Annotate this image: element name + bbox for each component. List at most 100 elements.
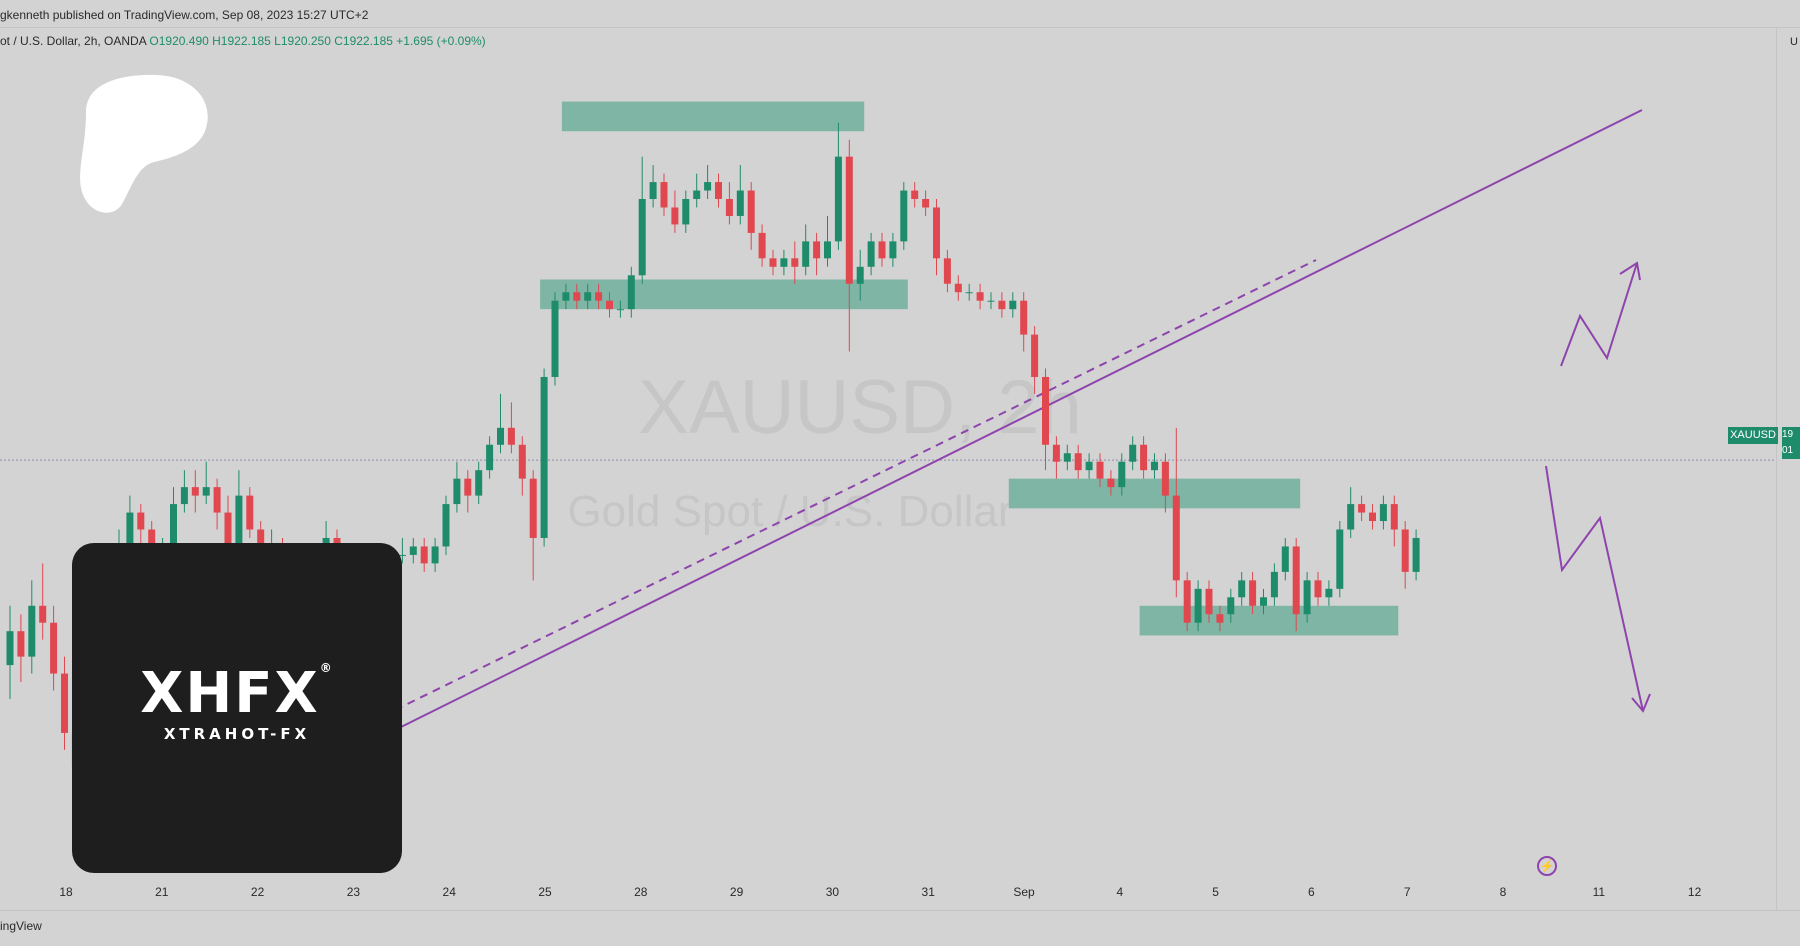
- price-tag-value: 19 01: [1782, 427, 1800, 459]
- x-tick-label-0: 18: [59, 885, 73, 899]
- candle-body-22: [246, 495, 254, 530]
- brand-subtitle: XTRAHOT-FX: [163, 725, 311, 743]
- candle-body-122: [1336, 529, 1344, 589]
- candle-body-100: [1096, 461, 1104, 479]
- symbol-legend: ot / U.S. Dollar, 2h, OANDA O1920.490 H1…: [0, 34, 486, 48]
- candle-body-93: [1020, 300, 1028, 335]
- candle-body-43: [475, 470, 483, 496]
- candle-body-48: [529, 478, 537, 538]
- candle-body-57: [627, 275, 635, 310]
- candle-body-87: [954, 283, 962, 293]
- trademark-sign: ®: [319, 661, 334, 675]
- candle-body-92: [1009, 300, 1017, 310]
- trendline: [394, 109, 1643, 731]
- candle-body-116: [1270, 571, 1278, 598]
- candle-body-79: [867, 241, 875, 267]
- x-tick-label-1: 21: [155, 885, 169, 899]
- x-tick-label-2: 22: [251, 885, 265, 899]
- candle-body-110: [1205, 588, 1213, 615]
- candle-body-55: [606, 300, 613, 310]
- candle-body-21: [235, 495, 243, 547]
- zone-4: [1139, 605, 1399, 636]
- candle-body-61: [671, 207, 679, 225]
- candle-body-39: [431, 546, 439, 564]
- candle-body-71: [780, 258, 788, 267]
- candle-body-68: [747, 190, 755, 233]
- candle-body-114: [1249, 580, 1257, 606]
- candle-body-106: [1161, 461, 1169, 496]
- candle-body-88: [965, 292, 973, 294]
- candle-body-70: [769, 258, 777, 267]
- x-tick-label-12: 5: [1212, 885, 1219, 899]
- candle-body-102: [1118, 461, 1126, 488]
- candle-body-105: [1151, 461, 1158, 471]
- price-tag-value-line1: 19: [1782, 429, 1794, 440]
- candle-body-54: [595, 292, 603, 301]
- candle-body-104: [1140, 444, 1148, 471]
- candle-body-64: [704, 182, 712, 191]
- watermark-subtitle: Gold Spot / U.S. Dollar: [567, 487, 1012, 536]
- candle-body-37: [409, 546, 417, 555]
- candle-body-20: [224, 512, 232, 547]
- candle-body-38: [420, 546, 428, 564]
- candle-body-103: [1129, 444, 1137, 462]
- candle-body-115: [1260, 597, 1267, 606]
- watermark-title: XAUUSD, 2h: [638, 365, 1082, 450]
- candle-body-58: [638, 199, 646, 276]
- candle-body-119: [1303, 580, 1311, 615]
- trendline-dashed: [394, 259, 1317, 711]
- published-info: gkenneth published on TradingView.com, S…: [0, 8, 369, 22]
- candle-body-47: [518, 444, 526, 479]
- candle-body-95: [1042, 376, 1049, 445]
- candle-body-109: [1194, 588, 1202, 623]
- candle-body-59: [649, 182, 657, 200]
- candle-body-112: [1227, 597, 1235, 615]
- candle-body-101: [1107, 478, 1115, 488]
- candle-body-128: [1401, 529, 1409, 572]
- currency-button[interactable]: U: [1790, 36, 1798, 48]
- candle-body-89: [976, 292, 984, 301]
- tradingview-footer: ingView: [0, 919, 42, 933]
- candle-body-60: [660, 182, 668, 208]
- x-tick-label-11: 4: [1116, 885, 1123, 899]
- candle-body-17: [191, 487, 199, 496]
- x-tick-label-7: 29: [730, 885, 744, 899]
- candle-body-78: [856, 266, 864, 284]
- x-tick-label-14: 7: [1404, 885, 1411, 899]
- symbol-name: ot / U.S. Dollar, 2h, OANDA: [0, 34, 147, 48]
- brand-title-text: XHFX: [140, 661, 320, 726]
- candle-body-81: [889, 241, 897, 259]
- candle-body-129: [1412, 537, 1420, 572]
- candle-body-121: [1325, 588, 1333, 598]
- bullish-projection-path: [1560, 262, 1638, 367]
- candle-body-44: [486, 444, 494, 471]
- candle-body-77: [845, 156, 853, 284]
- candle-body-19: [213, 487, 221, 513]
- candle-body-67: [736, 190, 744, 216]
- candle-body-83: [911, 190, 919, 200]
- candle-body-41: [453, 478, 461, 505]
- candle-body-40: [442, 504, 450, 547]
- lightning-bolt-icon[interactable]: ⚡: [1537, 856, 1557, 876]
- candle-body-49: [540, 376, 548, 538]
- candle-body-117: [1281, 546, 1289, 572]
- candle-body-36: [398, 554, 406, 556]
- x-tick-label-8: 30: [826, 885, 840, 899]
- candle-body-2: [28, 605, 36, 657]
- bearish-projection-path: [1545, 465, 1644, 712]
- x-tick-label-9: 31: [922, 885, 936, 899]
- x-tick-label-16: 11: [1593, 885, 1606, 899]
- x-tick-label-3: 23: [347, 885, 361, 899]
- candle-body-85: [933, 207, 940, 259]
- top-bar: [0, 0, 1800, 28]
- x-tick-label-15: 8: [1500, 885, 1507, 899]
- candle-body-74: [813, 241, 821, 259]
- candle-body-108: [1183, 580, 1191, 623]
- candle-body-51: [562, 292, 570, 301]
- price-axis[interactable]: [1776, 28, 1800, 910]
- candle-body-53: [584, 292, 592, 301]
- candle-body-123: [1347, 504, 1355, 530]
- candle-body-5: [61, 673, 68, 733]
- candle-body-80: [878, 241, 886, 259]
- candle-body-127: [1390, 504, 1398, 530]
